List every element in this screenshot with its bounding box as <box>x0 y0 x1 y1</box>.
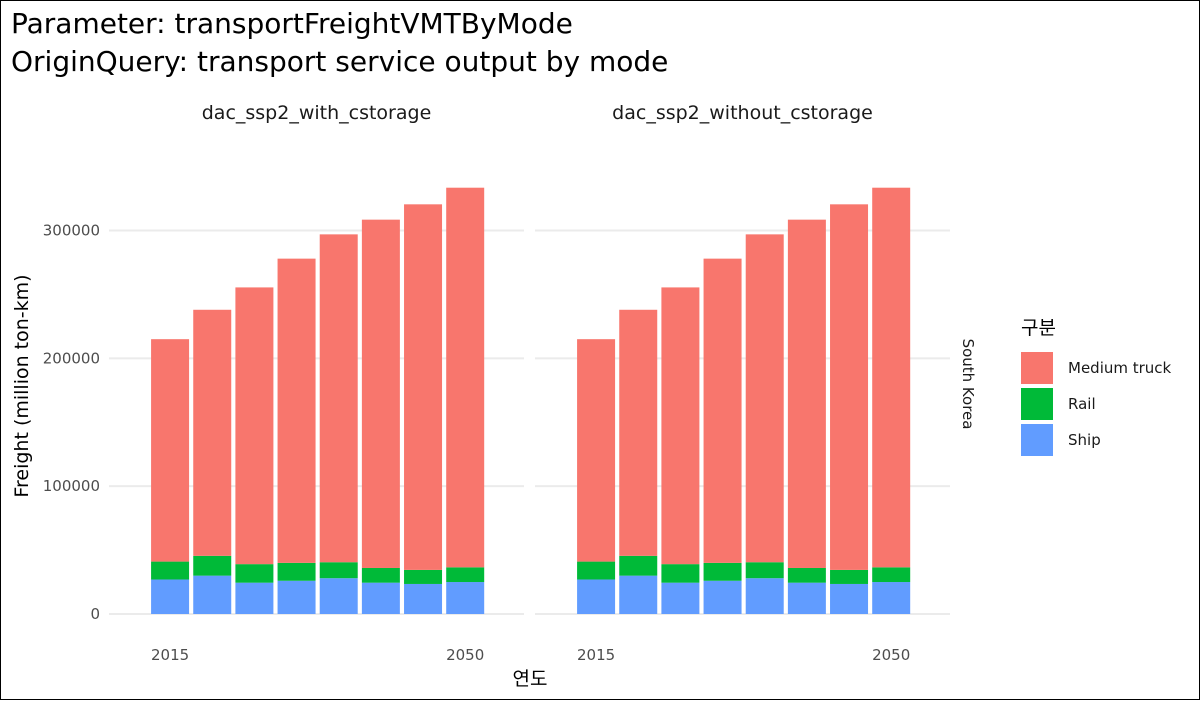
bar-ship-2040-panel-2 <box>787 582 826 614</box>
legend-title: 구분 <box>1021 317 1056 339</box>
x-tick-label-2050-panel-1: 2050 <box>446 646 484 664</box>
bar-medium-truck-2045-panel-1 <box>404 204 443 570</box>
bar-medium-truck-2035-panel-1 <box>319 234 358 563</box>
bar-ship-2045-panel-1 <box>404 583 443 614</box>
bar-ship-2015-panel-1 <box>151 579 190 614</box>
bar-rail-2035-panel-2 <box>745 562 784 579</box>
chart-title-parameter: Parameter: transportFreightVMTByMode <box>11 7 573 40</box>
y-tick-label-200000: 200000 <box>43 349 100 367</box>
legend-label-medium-truck: Medium truck <box>1068 359 1172 377</box>
bar-medium-truck-2050-panel-1 <box>446 187 485 568</box>
x-axis-title: 연도 <box>513 668 548 690</box>
bar-rail-2015-panel-1 <box>151 561 190 580</box>
facet-label-dac-ssp2-with-cstorage: dac_ssp2_with_cstorage <box>202 102 432 124</box>
bar-medium-truck-2035-panel-2 <box>745 234 784 563</box>
x-tick-label-2050-panel-2: 2050 <box>872 646 910 664</box>
legend-key-ship <box>1021 424 1053 456</box>
bar-medium-truck-2015-panel-2 <box>577 339 616 562</box>
bar-rail-2025-panel-1 <box>235 564 274 583</box>
bar-ship-2015-panel-2 <box>577 579 616 614</box>
legend-key-rail <box>1021 388 1053 420</box>
facet-label-dac-ssp2-without-cstorage: dac_ssp2_without_cstorage <box>612 102 873 124</box>
bar-ship-2025-panel-1 <box>235 582 274 614</box>
bar-ship-2030-panel-2 <box>703 580 742 614</box>
legend-item-ship: Ship <box>1021 422 1171 458</box>
legend-item-rail: Rail <box>1021 386 1171 422</box>
bar-rail-2050-panel-1 <box>446 567 485 583</box>
bar-rail-2025-panel-2 <box>661 564 700 583</box>
y-tick-label-300000: 300000 <box>43 222 100 240</box>
legend-key-medium-truck <box>1021 352 1053 384</box>
bar-rail-2020-panel-1 <box>193 555 232 576</box>
legend-label-rail: Rail <box>1068 395 1096 413</box>
legend-item-medium-truck: Medium truck <box>1021 350 1171 386</box>
bar-ship-2035-panel-1 <box>319 578 358 614</box>
bar-ship-2040-panel-1 <box>361 582 400 614</box>
bar-medium-truck-2030-panel-1 <box>277 258 316 563</box>
bar-ship-2020-panel-2 <box>619 575 658 614</box>
bar-rail-2050-panel-2 <box>872 567 911 583</box>
bar-medium-truck-2040-panel-2 <box>787 219 826 568</box>
strip-label-south-korea: South Korea <box>959 339 977 430</box>
bar-ship-2050-panel-1 <box>446 582 485 614</box>
bar-medium-truck-2025-panel-2 <box>661 287 700 565</box>
bar-rail-2040-panel-1 <box>361 567 400 583</box>
bar-ship-2030-panel-1 <box>277 580 316 614</box>
legend-label-ship: Ship <box>1068 431 1101 449</box>
chart-title-origin-query: OriginQuery: transport service output by… <box>11 45 669 78</box>
bar-rail-2020-panel-2 <box>619 555 658 576</box>
bar-rail-2040-panel-2 <box>787 567 826 583</box>
bar-medium-truck-2040-panel-1 <box>361 219 400 568</box>
y-tick-label-0: 0 <box>90 605 100 623</box>
legend: 구분 Medium truck Rail Ship <box>1021 313 1171 458</box>
y-tick-label-100000: 100000 <box>43 477 100 495</box>
bar-ship-2045-panel-2 <box>830 583 869 614</box>
x-tick-label-2015-panel-2: 2015 <box>577 646 615 664</box>
bar-rail-2030-panel-1 <box>277 562 316 581</box>
bar-medium-truck-2020-panel-1 <box>193 309 232 556</box>
bar-ship-2050-panel-2 <box>872 582 911 614</box>
bar-medium-truck-2025-panel-1 <box>235 287 274 565</box>
bar-medium-truck-2045-panel-2 <box>830 204 869 570</box>
bar-rail-2045-panel-2 <box>830 569 869 584</box>
x-tick-label-2015-panel-1: 2015 <box>151 646 189 664</box>
bar-rail-2015-panel-2 <box>577 561 616 580</box>
bar-medium-truck-2050-panel-2 <box>872 187 911 568</box>
bar-medium-truck-2030-panel-2 <box>703 258 742 563</box>
bar-rail-2035-panel-1 <box>319 562 358 579</box>
bar-medium-truck-2015-panel-1 <box>151 339 190 562</box>
bar-ship-2020-panel-1 <box>193 575 232 614</box>
bar-ship-2035-panel-2 <box>745 578 784 614</box>
bar-rail-2030-panel-2 <box>703 562 742 581</box>
bar-medium-truck-2020-panel-2 <box>619 309 658 556</box>
bar-ship-2025-panel-2 <box>661 582 700 614</box>
y-axis-title: Freight (million ton-km) <box>11 274 33 497</box>
bar-rail-2045-panel-1 <box>404 569 443 584</box>
